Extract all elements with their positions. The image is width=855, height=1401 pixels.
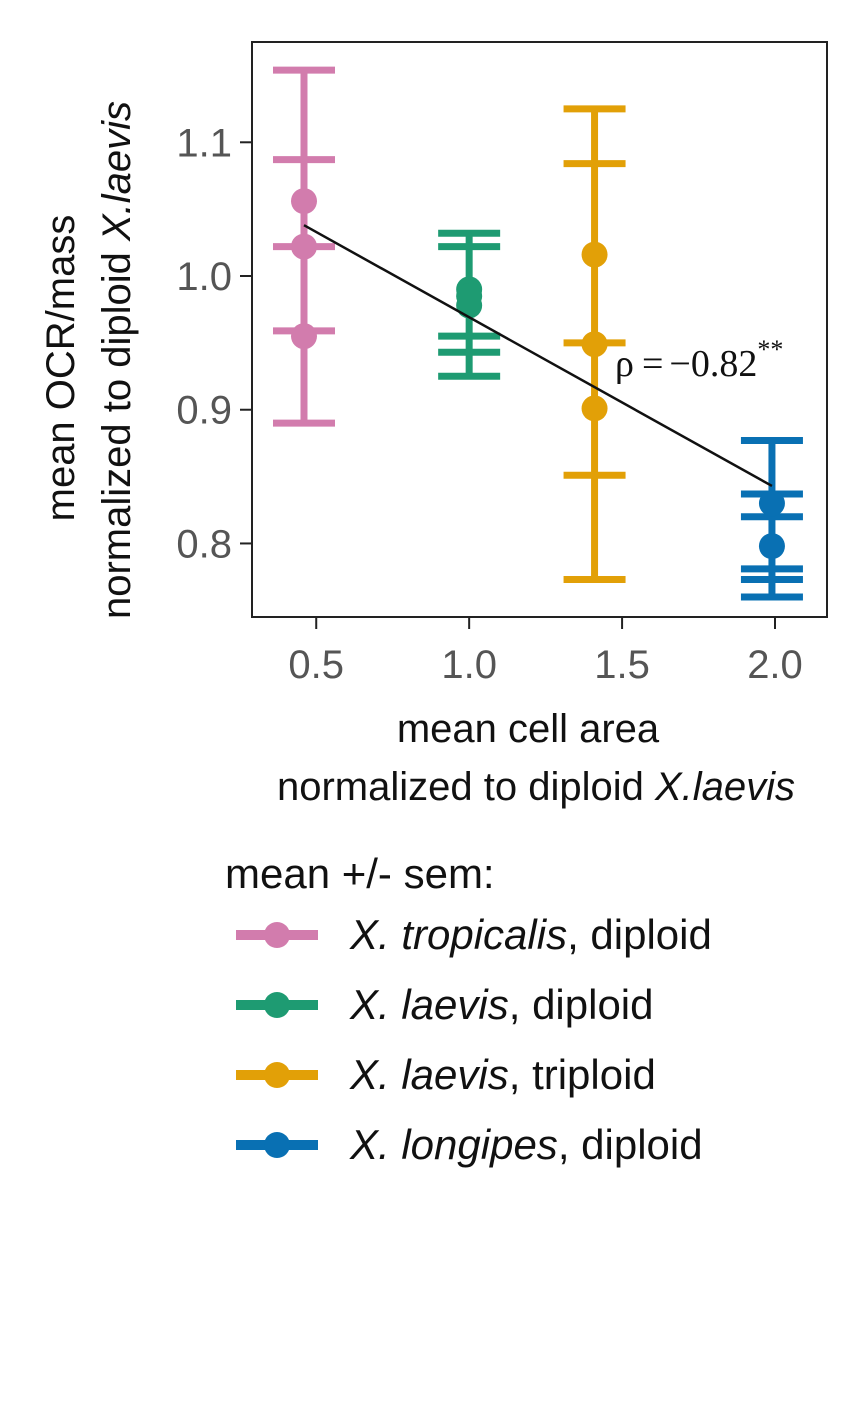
y-axis-title-line2: normalized to diploid X.laevis bbox=[95, 101, 139, 619]
data-point bbox=[758, 533, 785, 560]
legend: X. tropicalis, diploid X. laevis, diploid… bbox=[236, 911, 712, 1168]
legend-swatch-marker bbox=[264, 922, 290, 948]
series-1 bbox=[272, 66, 335, 427]
y-axis-title-line1: mean OCR/mass bbox=[39, 215, 83, 522]
y-tick-label: 1.1 bbox=[176, 121, 232, 165]
y-axis: 0.8 0.9 1.0 1.1 bbox=[176, 121, 252, 566]
x-axis-title-line2: normalized to diploid X.laevis bbox=[277, 765, 795, 809]
x-tick-label: 2.0 bbox=[747, 643, 803, 687]
legend-item-4: X. longipes, diploid bbox=[236, 1121, 703, 1168]
data-point bbox=[758, 490, 785, 517]
plot-frame bbox=[251, 41, 828, 618]
legend-item-3: X. laevis, triploid bbox=[236, 1051, 656, 1098]
x-tick-label: 1.0 bbox=[441, 643, 497, 687]
series-4 bbox=[740, 436, 803, 601]
rho-symbol: ρ bbox=[615, 343, 634, 385]
y-tick-label: 0.9 bbox=[176, 389, 232, 433]
rho-value: −0.82 bbox=[669, 343, 757, 385]
legend-label: X. laevis, diploid bbox=[349, 981, 654, 1028]
legend-title: mean +/- sem: bbox=[225, 850, 495, 897]
data-point bbox=[581, 241, 608, 268]
legend-label: X. laevis, triploid bbox=[349, 1051, 656, 1098]
legend-label: X. longipes, diploid bbox=[349, 1121, 703, 1168]
legend-item-1: X. tropicalis, diploid bbox=[236, 911, 712, 958]
x-axis-title-line1: mean cell area bbox=[397, 707, 660, 751]
series-3 bbox=[563, 105, 626, 584]
legend-swatch-marker bbox=[264, 992, 290, 1018]
correlation-annotation: ρ = −0.82** bbox=[615, 335, 783, 385]
series-layer bbox=[272, 66, 803, 601]
x-tick-label: 1.5 bbox=[594, 643, 650, 687]
legend-item-2: X. laevis, diploid bbox=[236, 981, 654, 1028]
data-point bbox=[456, 292, 483, 319]
legend-swatch-marker bbox=[264, 1132, 290, 1158]
data-point bbox=[290, 188, 317, 215]
series-2 bbox=[438, 229, 501, 380]
data-point bbox=[581, 331, 608, 358]
fit-line bbox=[303, 224, 773, 488]
equals-sign: = bbox=[642, 343, 663, 385]
legend-swatch-marker bbox=[264, 1062, 290, 1088]
legend-label: X. tropicalis, diploid bbox=[349, 911, 712, 958]
data-point bbox=[290, 233, 317, 260]
data-point bbox=[581, 395, 608, 422]
y-tick-label: 1.0 bbox=[176, 255, 232, 299]
x-tick-label: 0.5 bbox=[288, 643, 344, 687]
y-tick-label: 0.8 bbox=[176, 522, 232, 566]
data-point bbox=[290, 323, 317, 350]
significance-stars: ** bbox=[757, 335, 783, 364]
x-axis: 0.5 1.0 1.5 2.0 bbox=[288, 617, 803, 687]
